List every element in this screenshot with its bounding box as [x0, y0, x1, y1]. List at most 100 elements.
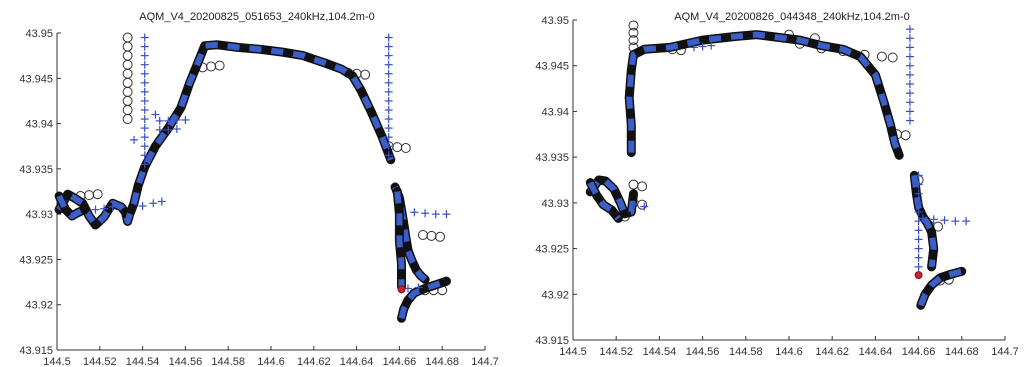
plus-marker — [905, 89, 914, 98]
track-line-blue — [626, 31, 903, 157]
plus-marker — [689, 43, 698, 52]
plus-marker — [640, 202, 649, 211]
track-line-black — [585, 175, 638, 219]
x-tick-label: 144.62 — [297, 356, 331, 367]
circle-marker — [122, 77, 133, 88]
y-tick-label: 43.925 — [19, 254, 53, 266]
endpoint-marker — [397, 285, 406, 294]
plus-marker — [905, 61, 914, 70]
track-scatter-chart-right: AQM_V4_20200826_044348_240kHz,104.2m-0 14… — [535, 11, 1018, 358]
x-tick-label: 144.58 — [211, 356, 245, 367]
circle-marker — [876, 51, 887, 62]
x-tick-label: 144.7 — [471, 356, 499, 367]
track-line-blue — [398, 278, 448, 320]
x-tick-label: 144.64 — [340, 356, 374, 367]
plus-marker — [181, 115, 190, 124]
plus-marker — [914, 217, 923, 226]
plus-marker — [130, 135, 139, 144]
track-line-blue — [911, 175, 937, 268]
chart-title: AQM_V4_20200826_044348_240kHz,104.2m-0 — [674, 11, 909, 23]
x-tick-label: 144.54 — [126, 356, 160, 367]
plus-marker — [629, 200, 638, 209]
plus-marker — [707, 41, 716, 50]
y-tick-label: 43.935 — [535, 152, 569, 164]
x-tick-label: 144.54 — [643, 346, 677, 358]
circle-marker — [628, 27, 639, 38]
plot-area — [585, 20, 971, 310]
circle-marker — [214, 60, 225, 71]
circle-marker — [435, 231, 446, 242]
plus-marker — [172, 125, 181, 134]
circle-marker — [122, 68, 133, 79]
circle-marker — [122, 86, 133, 97]
y-tick-label: 43.94 — [25, 119, 53, 131]
plus-marker — [140, 42, 149, 51]
x-tick-label: 144.6 — [257, 356, 285, 367]
plus-marker — [91, 205, 100, 214]
x-tick-label: 144.5 — [559, 346, 587, 358]
plus-marker — [962, 217, 971, 226]
plus-marker — [155, 125, 164, 134]
circle-marker — [628, 35, 639, 46]
x-tick-label: 144.58 — [729, 346, 763, 358]
plus-marker — [384, 87, 393, 96]
circle-marker — [637, 181, 648, 192]
x-tick-label: 144.52 — [599, 346, 633, 358]
plus-marker — [151, 110, 160, 119]
plus-marker — [914, 171, 923, 180]
circle-marker — [637, 199, 648, 210]
plus-marker — [905, 52, 914, 61]
circle-marker — [426, 230, 437, 241]
plus-marker — [914, 208, 923, 216]
circle-marker — [122, 104, 133, 115]
plus-marker — [905, 25, 914, 34]
y-tick-label: 43.92 — [541, 289, 569, 301]
plus-marker — [384, 78, 393, 87]
plus-marker — [905, 43, 914, 52]
x-tick-label: 144.68 — [425, 356, 459, 367]
plus-marker — [384, 133, 393, 142]
plus-marker — [914, 262, 923, 271]
plus-marker — [140, 115, 149, 124]
plus-marker — [140, 160, 149, 169]
plus-marker — [140, 151, 149, 160]
plus-marker — [140, 51, 149, 60]
circle-marker — [206, 61, 217, 72]
plus-marker — [940, 216, 949, 225]
chart-title: AQM_V4_20200825_051653_240kHz,104.2m-0 — [139, 11, 374, 23]
plus-marker — [140, 124, 149, 133]
track-line-blue — [918, 268, 963, 307]
plus-marker — [914, 253, 923, 262]
plus-marker — [929, 215, 938, 224]
circle-marker — [92, 189, 103, 200]
x-tick-label: 144.6 — [775, 346, 803, 358]
circle-marker — [122, 114, 133, 125]
y-tick-label: 43.92 — [25, 300, 53, 312]
plus-marker — [384, 105, 393, 114]
plus-marker — [905, 107, 914, 116]
track-line-blue — [587, 181, 621, 221]
x-tick-label: 144.68 — [945, 346, 979, 358]
plus-marker — [421, 209, 430, 218]
plus-marker — [138, 201, 147, 210]
plus-marker — [164, 125, 173, 134]
plus-marker — [140, 133, 149, 142]
plus-marker — [140, 87, 149, 96]
plus-marker — [140, 96, 149, 105]
y-tick-label: 43.925 — [535, 244, 569, 256]
y-tick-label: 43.94 — [541, 106, 569, 118]
plus-marker — [140, 33, 149, 42]
plus-marker — [100, 204, 109, 213]
x-tick-label: 144.64 — [859, 346, 893, 358]
chart-panel-right: AQM_V4_20200826_044348_240kHz,104.2m-0 14… — [512, 0, 1025, 367]
plus-marker — [914, 180, 923, 189]
plus-marker — [384, 151, 393, 160]
circle-marker — [122, 32, 133, 43]
y-tick-label: 43.93 — [541, 198, 569, 210]
y-tick-label: 43.935 — [19, 164, 53, 176]
track-line-blue — [56, 41, 394, 228]
plus-marker — [384, 33, 393, 42]
plus-marker — [918, 214, 927, 223]
x-tick-label: 144.62 — [815, 346, 849, 358]
plus-marker — [384, 142, 393, 151]
